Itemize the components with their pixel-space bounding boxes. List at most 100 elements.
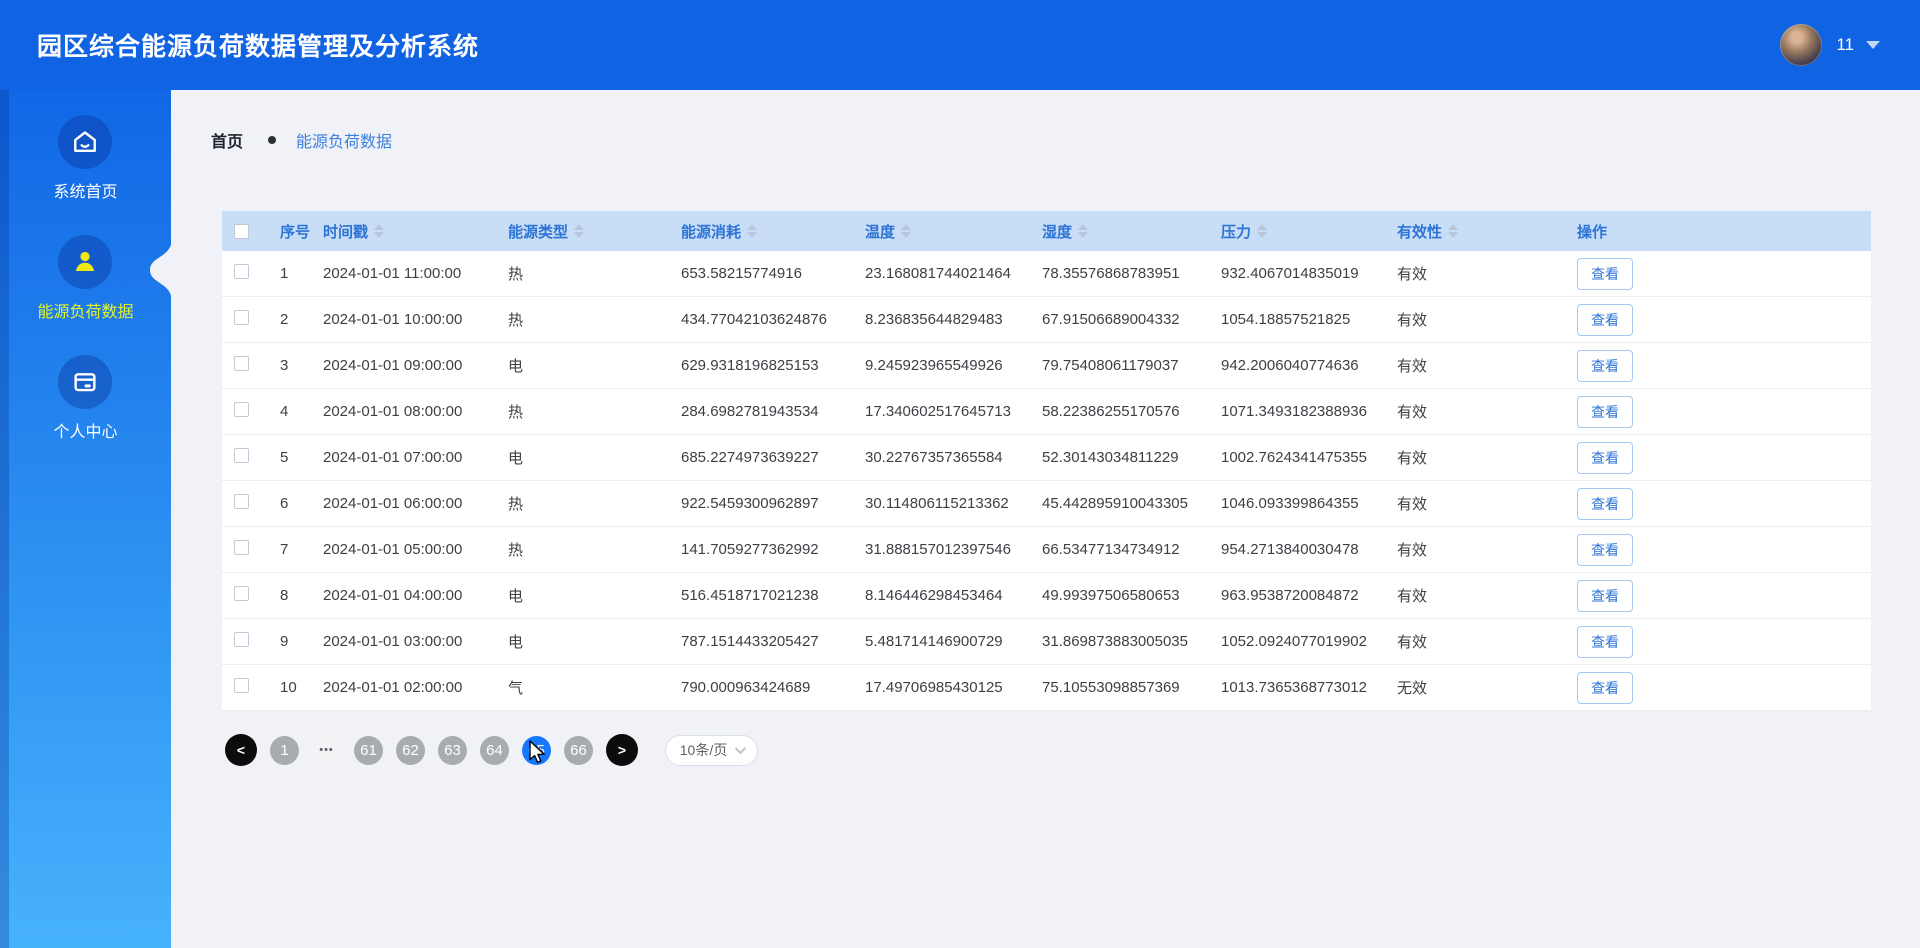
select-all-checkbox[interactable] xyxy=(234,223,249,239)
row-checkbox[interactable] xyxy=(234,494,249,509)
view-button[interactable]: 查看 xyxy=(1577,671,1633,704)
cell-seq: 9 xyxy=(280,633,289,650)
column-header-action: 操作 xyxy=(1565,211,1871,251)
cell-seq: 4 xyxy=(280,403,289,420)
sidebar-item-profile[interactable]: 个人中心 xyxy=(53,355,118,442)
cell-timestamp: 2024-01-01 08:00:00 xyxy=(323,403,463,420)
breadcrumb-current[interactable]: 能源负荷数据 xyxy=(296,134,393,151)
cell-pressure: 1052.0924077019902 xyxy=(1221,633,1367,650)
user-avatar[interactable] xyxy=(1780,24,1823,66)
column-header-type[interactable]: 能源类型 xyxy=(496,211,669,251)
view-button[interactable]: 查看 xyxy=(1577,257,1633,290)
page-button-64[interactable]: 64 xyxy=(480,735,509,765)
column-header-seq: 序号 xyxy=(268,211,311,251)
breadcrumb-home[interactable]: 首页 xyxy=(211,134,244,151)
column-header-humidity[interactable]: 湿度 xyxy=(1030,211,1209,251)
sort-icon[interactable] xyxy=(574,224,585,238)
cell-consumption: 516.4518717021238 xyxy=(681,587,819,604)
cell-seq: 1 xyxy=(280,265,289,282)
view-button[interactable]: 查看 xyxy=(1577,625,1633,658)
page-button-61[interactable]: 61 xyxy=(354,735,383,765)
table-row: 1 2024-01-01 11:00:00 热 653.58215774916 23.1… xyxy=(222,251,1871,297)
view-button[interactable]: 查看 xyxy=(1577,303,1633,336)
row-checkbox[interactable] xyxy=(234,356,249,371)
row-checkbox[interactable] xyxy=(234,632,249,647)
row-checkbox[interactable] xyxy=(234,448,249,463)
cell-validity: 有效 xyxy=(1397,588,1428,605)
sort-icon[interactable] xyxy=(747,224,758,238)
cell-humidity: 66.53477134734912 xyxy=(1042,541,1180,558)
cell-consumption: 790.000963424689 xyxy=(681,679,811,696)
cell-seq: 8 xyxy=(280,587,289,604)
cell-consumption: 922.5459300962897 xyxy=(681,495,819,512)
cell-humidity: 67.91506689004332 xyxy=(1042,311,1180,328)
cell-type: 热 xyxy=(508,542,524,559)
sidebar-item-energy[interactable]: 能源负荷数据 xyxy=(37,235,134,322)
cell-action: 查看 xyxy=(1565,395,1871,428)
table-row: 7 2024-01-01 05:00:00 热 141.7059277362992 31… xyxy=(222,527,1871,573)
cell-seq: 3 xyxy=(280,357,289,374)
column-header-consumption[interactable]: 能源消耗 xyxy=(669,211,853,251)
row-checkbox[interactable] xyxy=(234,586,249,601)
cell-checkbox xyxy=(222,586,268,605)
page-button-1[interactable]: 1 xyxy=(270,735,299,765)
cell-seq: 5 xyxy=(280,449,289,466)
sidebar-item-home[interactable]: 系统首页 xyxy=(53,115,118,202)
sort-icon[interactable] xyxy=(374,224,385,238)
page-button-65[interactable]: 65 xyxy=(522,735,551,765)
cell-type: 电 xyxy=(508,358,524,375)
column-header-timestamp[interactable]: 时间戳 xyxy=(311,211,496,251)
card-icon xyxy=(58,355,113,409)
cell-validity: 无效 xyxy=(1397,680,1428,697)
cell-timestamp: 2024-01-01 09:00:00 xyxy=(323,357,463,374)
sidebar-scrollbar[interactable] xyxy=(0,90,9,948)
page-button-62[interactable]: 62 xyxy=(396,735,425,765)
view-button[interactable]: 查看 xyxy=(1577,349,1633,382)
cell-seq: 6 xyxy=(280,495,289,512)
cell-pressure: 1054.18857521825 xyxy=(1221,311,1351,328)
row-checkbox[interactable] xyxy=(234,264,249,279)
page-size-select[interactable]: 10条/页 xyxy=(665,734,758,766)
row-checkbox[interactable] xyxy=(234,540,249,555)
prev-page-button[interactable]: < xyxy=(225,734,257,766)
page-button-66[interactable]: 66 xyxy=(564,735,593,765)
view-button[interactable]: 查看 xyxy=(1577,533,1633,566)
cell-validity: 有效 xyxy=(1397,542,1428,559)
table-row: 4 2024-01-01 08:00:00 热 284.6982781943534 17… xyxy=(222,389,1871,435)
table-body: 1 2024-01-01 11:00:00 热 653.58215774916 23.1… xyxy=(222,251,1871,711)
sort-icon[interactable] xyxy=(1448,224,1459,238)
view-button[interactable]: 查看 xyxy=(1577,441,1633,474)
row-checkbox[interactable] xyxy=(234,678,249,693)
cell-type: 电 xyxy=(508,450,524,467)
sort-icon[interactable] xyxy=(901,224,912,238)
pagination-ellipsis[interactable]: ••• xyxy=(312,735,341,765)
next-page-button[interactable]: > xyxy=(606,734,638,766)
breadcrumb-separator-dot xyxy=(268,136,277,144)
row-checkbox[interactable] xyxy=(234,310,249,325)
cell-action: 查看 xyxy=(1565,349,1871,382)
column-header-pressure[interactable]: 压力 xyxy=(1209,211,1385,251)
view-button[interactable]: 查看 xyxy=(1577,579,1633,612)
breadcrumb: 首页 能源负荷数据 xyxy=(211,128,392,152)
cell-timestamp: 2024-01-01 10:00:00 xyxy=(323,311,463,328)
page-button-63[interactable]: 63 xyxy=(438,735,467,765)
view-button[interactable]: 查看 xyxy=(1577,487,1633,520)
sort-icon[interactable] xyxy=(1257,224,1268,238)
cell-pressure: 1013.7365368773012 xyxy=(1221,679,1367,696)
view-button[interactable]: 查看 xyxy=(1577,395,1633,428)
user-menu[interactable]: 11 xyxy=(1780,24,1880,66)
cell-temperature: 31.888157012397546 xyxy=(865,541,1011,558)
column-label: 压力 xyxy=(1221,223,1252,241)
row-checkbox[interactable] xyxy=(234,402,249,417)
cell-type: 热 xyxy=(508,496,524,513)
column-label: 序号 xyxy=(280,223,311,241)
column-header-temperature[interactable]: 温度 xyxy=(853,211,1030,251)
cell-pressure: 932.4067014835019 xyxy=(1221,265,1359,282)
cell-action: 查看 xyxy=(1565,625,1871,658)
cell-timestamp: 2024-01-01 03:00:00 xyxy=(323,633,463,650)
cell-action: 查看 xyxy=(1565,579,1871,612)
column-header-validity[interactable]: 有效性 xyxy=(1385,211,1565,251)
cell-humidity: 58.22386255170576 xyxy=(1042,403,1180,420)
sidebar-item-label: 系统首页 xyxy=(53,184,118,201)
sort-icon[interactable] xyxy=(1078,224,1089,238)
